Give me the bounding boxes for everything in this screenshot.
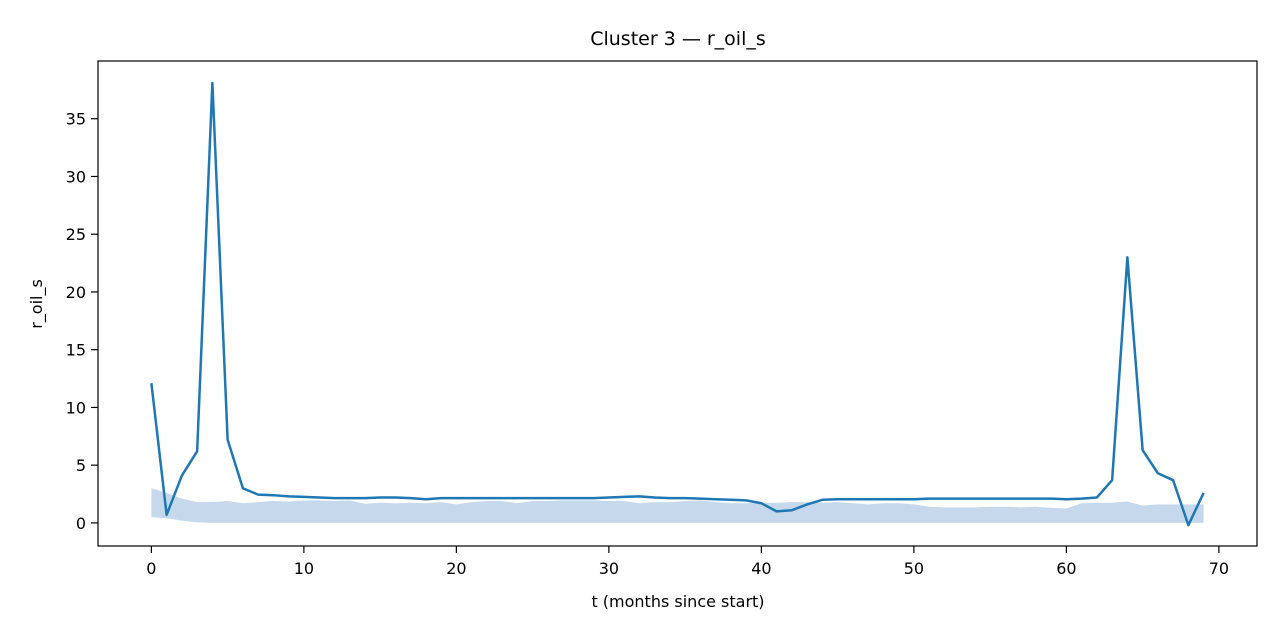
y-tick-label: 15: [66, 341, 86, 360]
y-tick-label: 30: [66, 167, 86, 186]
y-tick-label: 25: [66, 225, 86, 244]
x-axis: 0 10 20 30 40 50 60 70: [146, 546, 1229, 578]
plot-area: [97, 60, 1258, 547]
y-tick-label: 0: [76, 514, 86, 533]
x-tick-label: 70: [1209, 559, 1229, 578]
x-tick-label: 60: [1056, 559, 1076, 578]
series-confidence-band: [151, 488, 1204, 523]
x-tick-label: 50: [904, 559, 924, 578]
y-tick-label: 10: [66, 398, 86, 417]
x-axis-label: t (months since start): [591, 592, 764, 611]
y-axis-label: r_oil_s: [27, 279, 47, 329]
chart-title: Cluster 3 — r_oil_s: [590, 28, 766, 50]
y-tick-label: 35: [66, 110, 86, 129]
axes-frame: [97, 60, 1258, 547]
y-axis: 0 5 10 15 20 25 30 35: [66, 110, 98, 533]
x-tick-label: 30: [599, 559, 619, 578]
y-tick-label: 20: [66, 283, 86, 302]
y-tick-label: 5: [76, 456, 86, 475]
x-tick-label: 0: [146, 559, 156, 578]
series-line: [150, 81, 1205, 527]
x-tick-label: 10: [294, 559, 314, 578]
x-tick-label: 40: [751, 559, 771, 578]
x-tick-label: 20: [446, 559, 466, 578]
